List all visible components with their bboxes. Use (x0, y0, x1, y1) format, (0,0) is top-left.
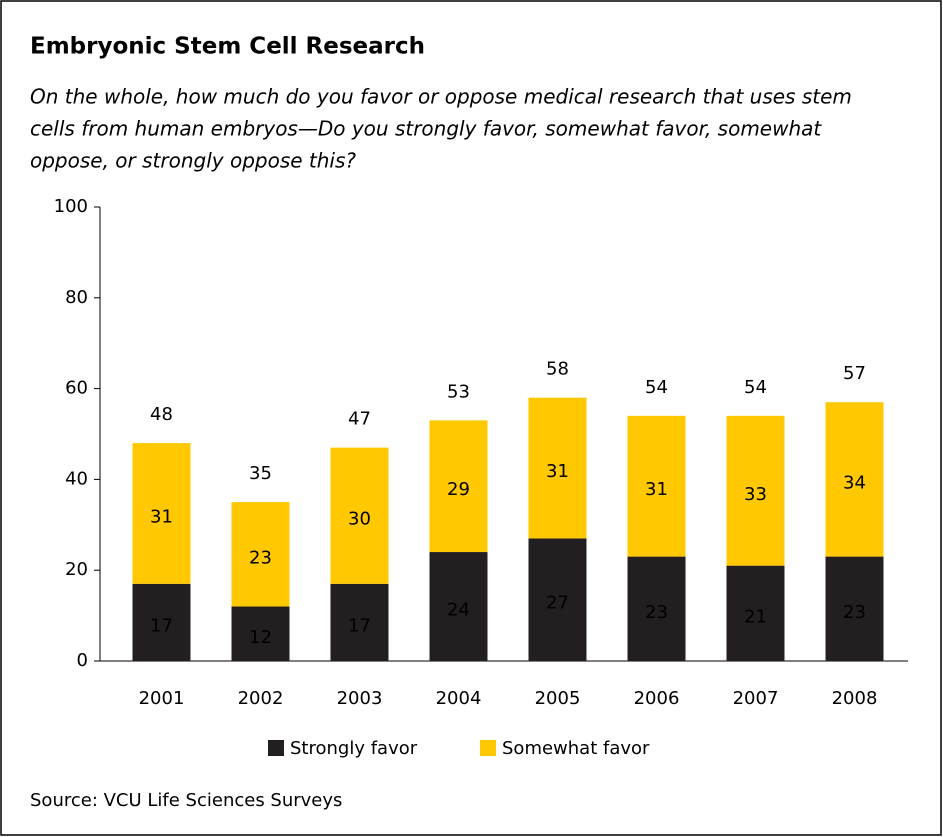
value-label: 34 (843, 472, 866, 493)
value-label: 12 (249, 627, 272, 648)
bar-segment (429, 420, 488, 553)
total-label: 53 (447, 381, 470, 402)
value-label: 31 (546, 461, 569, 482)
value-label: 30 (348, 509, 371, 530)
x-tick-label: 2003 (337, 688, 383, 709)
value-label: 33 (744, 484, 767, 505)
total-label: 58 (546, 359, 569, 380)
bar-segment (330, 447, 389, 584)
value-label: 31 (645, 479, 668, 500)
legend-swatch (480, 740, 496, 756)
value-label: 23 (249, 547, 272, 568)
bar-segment (528, 538, 587, 661)
value-label: 23 (645, 602, 668, 623)
x-tick-label: 2008 (832, 688, 878, 709)
bar-segment (132, 443, 191, 584)
source: Source: VCU Life Sciences Surveys (30, 790, 342, 811)
bar-segment (231, 606, 290, 661)
chart-subtitle: oppose, or strongly oppose this? (30, 149, 356, 173)
total-label: 48 (150, 404, 173, 425)
x-tick-label: 2005 (535, 688, 581, 709)
chart-subtitle: On the whole, how much do you favor or o… (30, 85, 852, 109)
value-label: 27 (546, 593, 569, 614)
bar-segment (429, 552, 488, 661)
total-label: 54 (645, 377, 668, 398)
chart-subtitle: cells from human embryos—Do you strongly… (30, 117, 822, 141)
x-tick-label: 2001 (139, 688, 185, 709)
total-label: 57 (843, 363, 866, 384)
bar-segment (825, 556, 884, 661)
legend-label: Strongly favor (290, 738, 418, 759)
bar-segment (330, 583, 389, 661)
bar-segment (726, 415, 785, 566)
total-label: 35 (249, 463, 272, 484)
total-label: 47 (348, 409, 371, 430)
legend-label: Somewhat favor (502, 738, 650, 759)
value-label: 17 (348, 615, 371, 636)
y-tick-label: 60 (65, 378, 88, 399)
bar-segment (231, 502, 290, 607)
bar-segment (825, 402, 884, 557)
legend-swatch (268, 740, 284, 756)
y-tick-label: 0 (77, 650, 88, 671)
bar-segment (132, 583, 191, 661)
x-tick-label: 2004 (436, 688, 482, 709)
bar-segment (627, 556, 686, 661)
value-label: 23 (843, 602, 866, 623)
value-label: 17 (150, 615, 173, 636)
bar-segment (627, 415, 686, 557)
x-tick-label: 2006 (634, 688, 680, 709)
y-tick-label: 100 (54, 196, 88, 217)
bar-segment (528, 397, 587, 539)
value-label: 21 (744, 606, 767, 627)
x-tick-label: 2007 (733, 688, 779, 709)
value-label: 31 (150, 506, 173, 527)
chart-title: Embryonic Stem Cell Research (30, 34, 425, 60)
y-tick-label: 80 (65, 287, 88, 308)
value-label: 29 (447, 479, 470, 500)
y-tick-label: 40 (65, 468, 88, 489)
x-tick-label: 2002 (238, 688, 284, 709)
total-label: 54 (744, 377, 767, 398)
value-label: 24 (447, 600, 470, 621)
y-tick-label: 20 (65, 559, 88, 580)
bar-segment (726, 565, 785, 661)
